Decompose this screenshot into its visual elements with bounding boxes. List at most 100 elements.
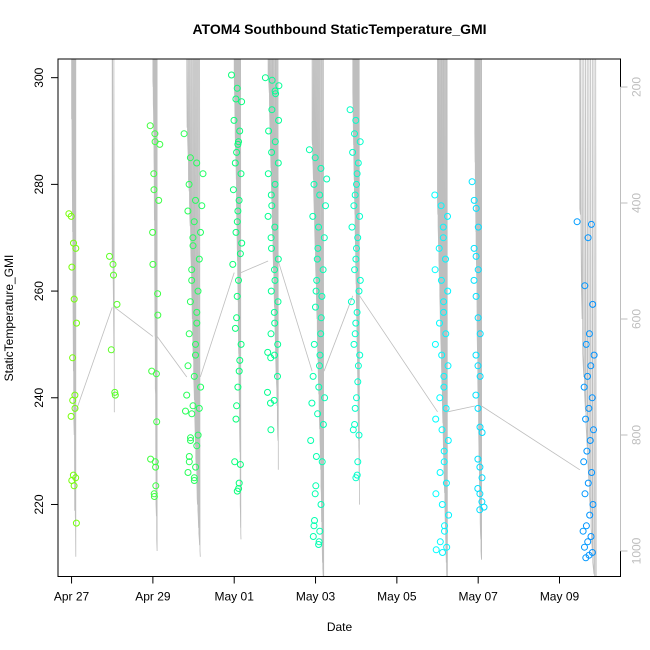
data-point [314, 410, 322, 418]
y2-tick-label: 1000 [630, 537, 644, 564]
data-point [264, 348, 272, 356]
data-point [354, 458, 362, 466]
data-point [349, 426, 357, 434]
data-point [270, 308, 278, 316]
data-point [354, 378, 362, 386]
data-point [271, 276, 279, 284]
data-point [237, 170, 245, 178]
data-point [438, 426, 446, 434]
data-point [585, 404, 593, 412]
data-point [470, 276, 478, 284]
data-point [272, 90, 280, 98]
data-point [315, 541, 323, 548]
data-point [267, 330, 275, 338]
x-tick-label: May 03 [296, 590, 336, 604]
data-point [348, 223, 356, 231]
data-point [468, 178, 476, 186]
data-point [190, 372, 198, 380]
data-point [267, 354, 275, 362]
data-point [268, 76, 276, 84]
data-point [187, 434, 194, 442]
data-point [432, 546, 440, 554]
data-point [472, 292, 480, 300]
data-point [238, 239, 246, 247]
data-point [478, 429, 486, 436]
data-point [154, 290, 162, 298]
data-point [235, 138, 242, 146]
data-point [232, 228, 240, 236]
data-point [316, 527, 324, 535]
x-tick-label: May 09 [540, 590, 580, 604]
data-point [439, 549, 446, 556]
data-point [67, 212, 75, 220]
data-point [316, 191, 324, 199]
data-point [438, 351, 446, 359]
data-points [65, 71, 598, 562]
data-point [154, 311, 162, 319]
data-point [587, 220, 595, 228]
data-point [267, 234, 275, 242]
data-point [233, 218, 241, 226]
data-point [432, 415, 440, 423]
data-point [184, 362, 192, 370]
data-point [432, 490, 440, 498]
data-point [587, 533, 595, 540]
data-point [476, 506, 484, 514]
data-point [274, 340, 282, 348]
y-tick-label: 240 [32, 387, 46, 407]
data-point [193, 442, 201, 450]
data-point [353, 308, 361, 316]
data-point [355, 287, 363, 295]
data-point [184, 207, 192, 215]
data-point [72, 519, 80, 527]
data-point [441, 522, 448, 530]
data-point [584, 479, 592, 487]
data-point [70, 482, 78, 490]
data-point [155, 196, 163, 204]
data-point [234, 140, 242, 148]
data-point [309, 212, 317, 220]
data-point [197, 383, 205, 391]
data-point [150, 490, 158, 498]
data-point [268, 106, 276, 114]
data-point [312, 303, 319, 311]
data-point [440, 308, 448, 316]
data-point [582, 415, 590, 423]
data-point [573, 218, 581, 226]
y-tick-label: 280 [32, 174, 46, 194]
data-point [353, 394, 360, 402]
data-point [319, 266, 327, 274]
data-point [354, 234, 362, 242]
data-point [190, 218, 198, 226]
data-point [71, 404, 79, 412]
data-point [478, 474, 486, 482]
data-point [354, 159, 362, 167]
data-point [193, 159, 201, 167]
data-point [353, 170, 361, 178]
data-point [274, 159, 282, 167]
data-point [234, 207, 242, 215]
data-point [271, 319, 279, 327]
data-point [347, 298, 355, 306]
data-point [317, 501, 325, 508]
data-point [318, 292, 326, 300]
data-point [113, 300, 121, 308]
data-point [474, 223, 482, 231]
data-point [192, 351, 199, 359]
data-point [476, 490, 484, 498]
data-point [146, 122, 154, 130]
data-point [346, 106, 354, 114]
data-point [442, 404, 450, 412]
data-point [439, 223, 447, 231]
data-point [315, 223, 322, 231]
data-point [111, 391, 119, 399]
y2-tick-label: 600 [630, 309, 644, 329]
data-point [431, 191, 439, 199]
profile-trace [474, 59, 483, 560]
data-point [183, 391, 191, 399]
data-point [233, 314, 241, 322]
data-point [192, 463, 200, 471]
data-point [185, 458, 193, 466]
data-point [582, 522, 590, 530]
data-point [264, 388, 271, 396]
